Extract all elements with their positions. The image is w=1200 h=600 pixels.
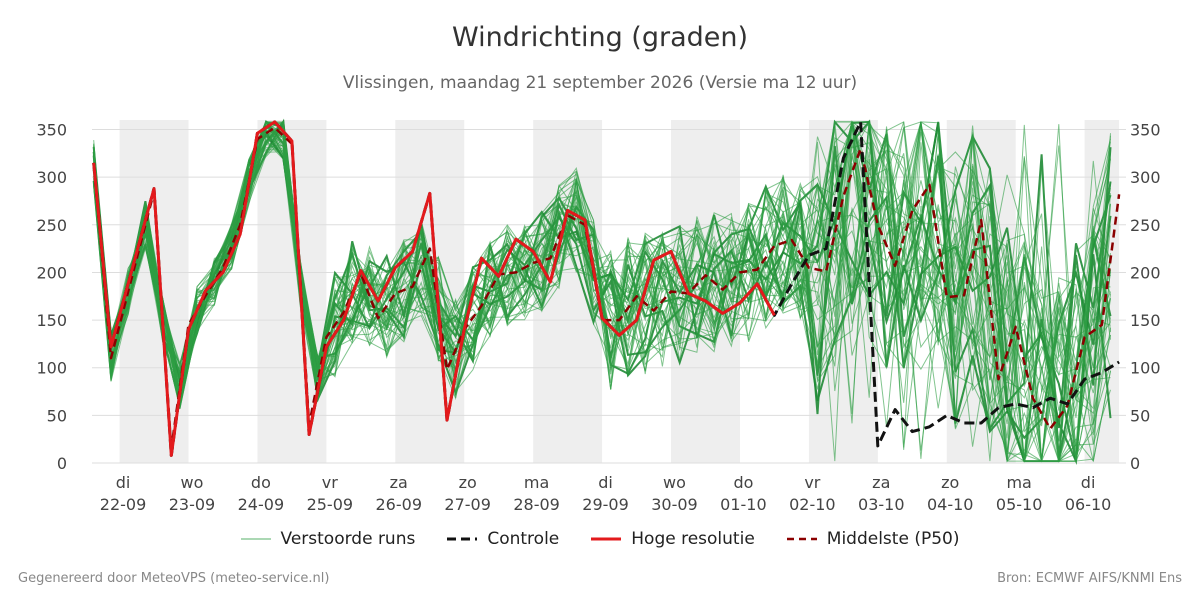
y-tick-label-left: 150 bbox=[36, 311, 67, 330]
x-tick-dow: za bbox=[872, 473, 890, 492]
y-tick-label-right: 350 bbox=[1130, 121, 1161, 140]
x-tick-date: 01-10 bbox=[720, 495, 767, 514]
legend-item-high-res: Hoge resolutie bbox=[591, 529, 755, 549]
legend-swatch-control bbox=[447, 537, 478, 541]
night-band-1 bbox=[257, 120, 327, 463]
legend-label-perturbed: Verstoorde runs bbox=[280, 529, 416, 549]
perturbed-run-line bbox=[93, 124, 1111, 453]
x-tick-dow: zo bbox=[459, 473, 477, 492]
x-tick-date: 27-09 bbox=[444, 495, 491, 514]
x-tick-dow: wo bbox=[181, 473, 204, 492]
y-axis-right: 0 50 100 150 200 250 300 350 bbox=[1130, 121, 1161, 473]
x-tick-date: 03-10 bbox=[858, 495, 905, 514]
x-tick-date: 22-09 bbox=[100, 495, 147, 514]
x-tick-dow: di bbox=[1081, 473, 1096, 492]
legend-item-median: Middelste (P50) bbox=[786, 529, 960, 549]
x-tick-dow: ma bbox=[524, 473, 549, 492]
x-tick-dow: wo bbox=[663, 473, 686, 492]
y-axis-left: 0 50 100 150 200 250 300 350 bbox=[36, 121, 67, 473]
legend-swatch-perturbed bbox=[240, 538, 271, 540]
footer-source: Bron: ECMWF AIFS/KNMI Ens bbox=[997, 571, 1182, 586]
main-series bbox=[92, 120, 1121, 457]
x-tick-dow: di bbox=[598, 473, 613, 492]
legend-item-perturbed: Verstoorde runs bbox=[240, 529, 416, 549]
x-tick-dow: do bbox=[251, 473, 271, 492]
x-tick-date: 25-09 bbox=[307, 495, 354, 514]
y-tick-label-left: 300 bbox=[36, 168, 67, 187]
chart-subtitle: Vlissingen, maandag 21 september 2026 (V… bbox=[342, 73, 858, 93]
x-tick-dow: vr bbox=[322, 473, 338, 492]
x-tick-date: 29-09 bbox=[582, 495, 629, 514]
y-tick-label-left: 200 bbox=[36, 263, 67, 282]
y-tick-label-left: 100 bbox=[36, 359, 67, 378]
y-tick-label-right: 50 bbox=[1130, 406, 1150, 425]
y-tick-label-left: 0 bbox=[57, 454, 67, 473]
perturbed-run-line bbox=[93, 120, 1111, 463]
x-tick-dow: do bbox=[733, 473, 753, 492]
x-tick-date: 26-09 bbox=[376, 495, 423, 514]
legend: Verstoorde runs Controle Hoge resolutie … bbox=[0, 529, 1200, 549]
x-tick-dow: zo bbox=[941, 473, 959, 492]
x-tick-dow: di bbox=[116, 473, 131, 492]
legend-swatch-high-res bbox=[591, 537, 622, 541]
x-tick-date: 06-10 bbox=[1065, 495, 1112, 514]
ensemble-runs bbox=[92, 118, 1112, 466]
x-tick-dow: vr bbox=[804, 473, 820, 492]
x-tick-date: 05-10 bbox=[996, 495, 1043, 514]
x-tick-dow: za bbox=[390, 473, 408, 492]
x-tick-dow: ma bbox=[1006, 473, 1031, 492]
y-tick-label-right: 100 bbox=[1130, 359, 1161, 378]
y-tick-label-right: 300 bbox=[1130, 168, 1161, 187]
legend-swatch-median bbox=[786, 537, 817, 541]
legend-label-control: Controle bbox=[487, 529, 560, 549]
chart-title: Windrichting (graden) bbox=[451, 22, 749, 53]
series-line-median bbox=[92, 126, 1121, 450]
x-tick-date: 30-09 bbox=[651, 495, 698, 514]
series-line-high-res bbox=[92, 120, 776, 457]
legend-item-control: Controle bbox=[447, 529, 559, 549]
x-axis: di 22-09 wo 23-09 do 24-09 vr 25-09 za 26-09 zo 27-… bbox=[100, 473, 1112, 514]
x-tick-date: 28-09 bbox=[513, 495, 560, 514]
legend-label-high-res: Hoge resolutie bbox=[631, 529, 755, 549]
y-tick-label-right: 250 bbox=[1130, 216, 1161, 235]
footer-generator: Gegenereerd door MeteoVPS (meteo-service… bbox=[18, 571, 330, 586]
y-tick-label-left: 350 bbox=[36, 121, 67, 140]
x-tick-date: 04-10 bbox=[927, 495, 974, 514]
x-tick-date: 02-10 bbox=[789, 495, 836, 514]
legend-label-median: Middelste (P50) bbox=[826, 529, 960, 549]
y-tick-label-right: 0 bbox=[1130, 454, 1140, 473]
x-tick-date: 24-09 bbox=[238, 495, 285, 514]
y-tick-label-left: 250 bbox=[36, 216, 67, 235]
x-tick-date: 23-09 bbox=[169, 495, 216, 514]
y-tick-label-left: 50 bbox=[47, 406, 67, 425]
y-tick-label-right: 150 bbox=[1130, 311, 1161, 330]
perturbed-run-line bbox=[93, 122, 1111, 462]
perturbed-run-line bbox=[93, 121, 1111, 462]
perturbed-run-line bbox=[93, 121, 1111, 463]
y-tick-label-right: 200 bbox=[1130, 263, 1161, 282]
